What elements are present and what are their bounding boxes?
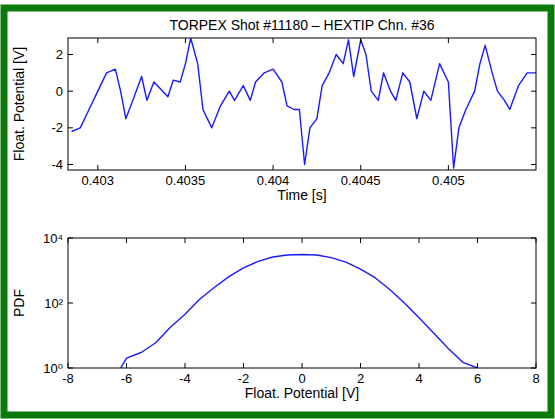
x-tick-label: 0.4035: [166, 173, 206, 188]
x-tick: [448, 38, 449, 43]
background: [0, 0, 555, 419]
x-tick: [536, 238, 537, 243]
x-tick-label: 0.4045: [341, 173, 381, 188]
x-tick-label: 0: [298, 371, 305, 386]
x-tick: [126, 238, 127, 243]
x-tick-label: -6: [121, 371, 133, 386]
y-tick: [68, 238, 73, 239]
x-tick: [243, 238, 244, 243]
axes-frame: [68, 38, 536, 170]
chart-title: TORPEX Shot #11180 – HEXTIP Chn. #36: [169, 17, 434, 33]
series-line: [121, 255, 478, 368]
y-tick: [531, 127, 536, 128]
y-tick: [531, 91, 536, 92]
x-tick: [360, 238, 361, 243]
y-tick-label: -2: [51, 120, 63, 135]
x-tick: [97, 165, 98, 170]
y-tick: [531, 164, 536, 165]
x-tick-label: -4: [179, 371, 191, 386]
x-tick: [126, 363, 127, 368]
x-tick: [360, 38, 361, 43]
y-tick: [68, 303, 73, 304]
y-axis-title: Float. Potential [V]: [11, 47, 27, 161]
x-tick: [477, 363, 478, 368]
x-tick: [243, 363, 244, 368]
x-tick-label: 0.404: [257, 173, 290, 188]
y-tick-label: 10⁰: [43, 361, 63, 376]
x-tick: [536, 363, 537, 368]
x-tick: [68, 363, 69, 368]
x-tick-label: 0.403: [82, 173, 115, 188]
y-tick: [531, 368, 536, 369]
y-tick-label: -4: [51, 157, 63, 172]
y-tick: [68, 54, 73, 55]
x-axis-title: Float. Potential [V]: [245, 385, 359, 401]
x-tick: [419, 363, 420, 368]
x-tick: [185, 38, 186, 43]
x-tick: [273, 165, 274, 170]
x-tick: [477, 238, 478, 243]
y-tick: [531, 54, 536, 55]
x-tick: [360, 165, 361, 170]
x-tick: [360, 363, 361, 368]
x-tick: [273, 38, 274, 43]
panel: 0.403 0.4035 0.404 0.4045 0.405 -4 -2 0 2 TORPEX …: [11, 17, 536, 203]
x-tick-label: 0.405: [432, 173, 465, 188]
y-tick-label: 0: [56, 84, 63, 99]
x-tick-label: -2: [238, 371, 250, 386]
x-tick: [185, 165, 186, 170]
green-frame: [4, 8, 551, 415]
y-tick: [68, 91, 73, 92]
series-line: [72, 38, 536, 168]
y-tick: [68, 127, 73, 128]
x-tick-label: 2: [357, 371, 364, 386]
axes-frame: [68, 238, 536, 368]
x-tick: [185, 238, 186, 243]
plot-area: [121, 255, 478, 368]
x-tick: [97, 38, 98, 43]
x-tick-label: -8: [62, 371, 74, 386]
x-tick: [185, 363, 186, 368]
x-tick: [419, 238, 420, 243]
x-tick: [302, 363, 303, 368]
x-tick: [68, 238, 69, 243]
y-tick: [68, 368, 73, 369]
x-axis-title: Time [s]: [277, 187, 326, 203]
y-axis-title: PDF: [11, 289, 27, 317]
y-tick-label: 10⁴: [43, 231, 63, 246]
y-tick-label: 2: [56, 47, 63, 62]
x-tick-label: 8: [532, 371, 539, 386]
y-tick: [531, 238, 536, 239]
y-tick: [68, 164, 73, 165]
y-tick: [531, 303, 536, 304]
x-tick: [448, 165, 449, 170]
y-tick-label: 10²: [44, 296, 63, 311]
x-tick-label: 4: [415, 371, 422, 386]
panel: -8 -6 -4 -2 0 2 4 6 8 10⁰ 10² 10⁴ Float. Potential […: [11, 231, 540, 402]
x-tick-label: 6: [474, 371, 481, 386]
canvas: 0.403 0.4035 0.404 0.4045 0.405 -4 -2 0 2 TORPEX …: [0, 0, 555, 419]
x-tick: [302, 238, 303, 243]
plot-area: [72, 38, 536, 168]
